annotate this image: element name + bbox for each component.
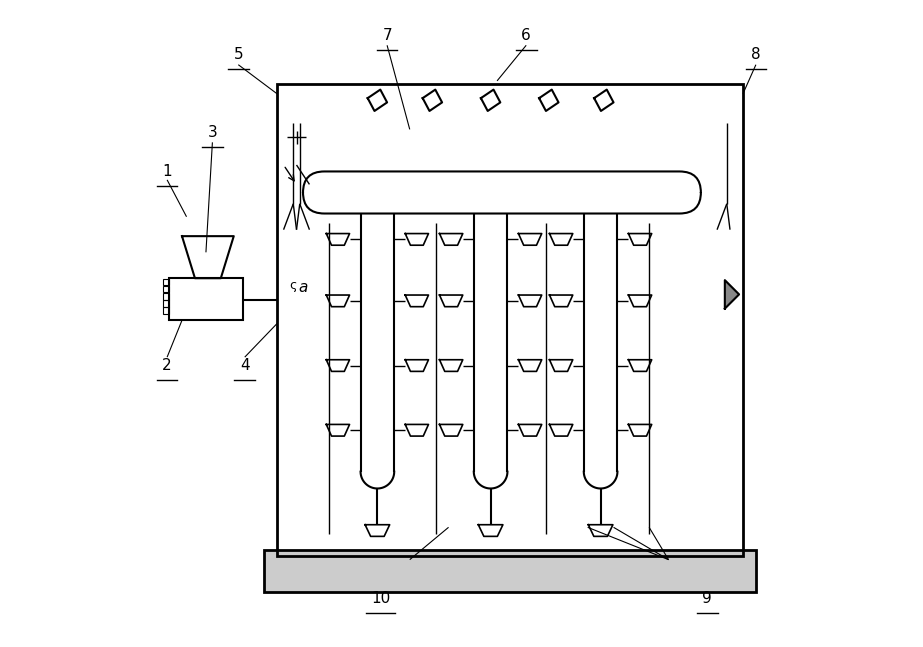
Text: 4: 4 bbox=[240, 358, 249, 373]
Bar bbox=[162, 279, 169, 285]
Text: a: a bbox=[298, 280, 307, 296]
Text: 8: 8 bbox=[751, 47, 761, 63]
Text: 6: 6 bbox=[521, 28, 531, 43]
Text: 5: 5 bbox=[234, 47, 243, 63]
Bar bbox=[162, 300, 169, 307]
Text: 10: 10 bbox=[371, 591, 390, 606]
Polygon shape bbox=[725, 280, 739, 309]
Text: ς: ς bbox=[290, 280, 297, 292]
Bar bbox=[277, 84, 743, 556]
Text: 2: 2 bbox=[162, 358, 172, 373]
Text: 3: 3 bbox=[208, 125, 217, 140]
Bar bbox=[162, 307, 169, 314]
Bar bbox=[169, 278, 244, 320]
Bar bbox=[162, 293, 169, 300]
Text: 1: 1 bbox=[162, 164, 172, 179]
Bar bbox=[264, 550, 756, 592]
Bar bbox=[162, 286, 169, 292]
Text: 9: 9 bbox=[702, 591, 713, 606]
Text: 7: 7 bbox=[382, 28, 392, 43]
